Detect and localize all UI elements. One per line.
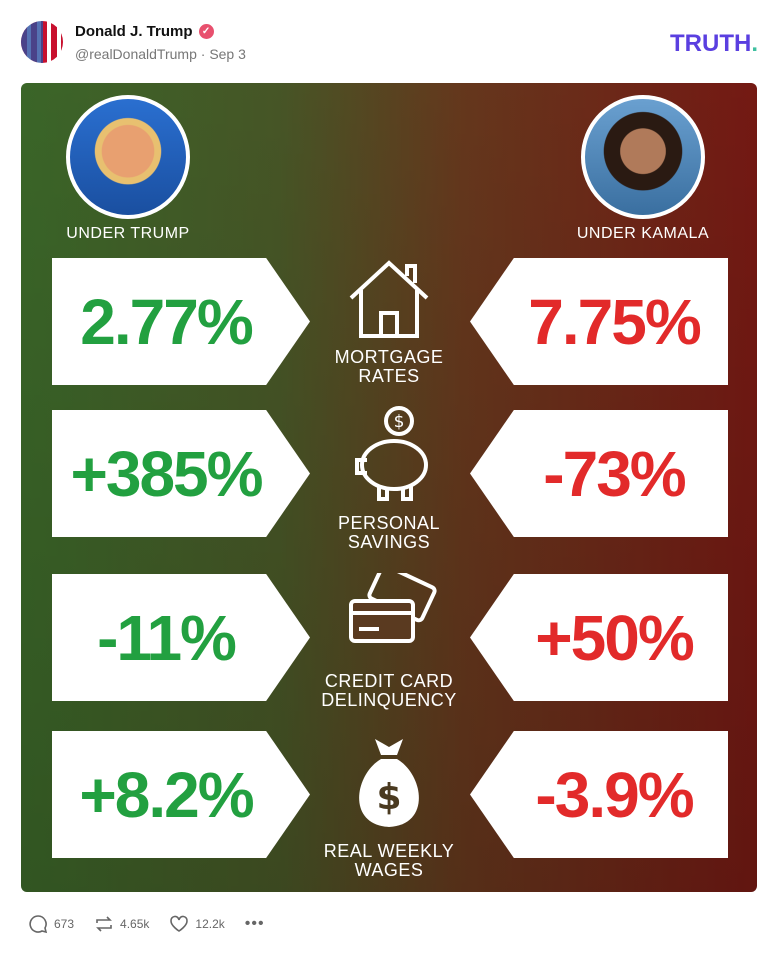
author-name[interactable]: Donald J. Trump ✓ xyxy=(75,23,214,40)
author-avatar[interactable] xyxy=(21,21,63,63)
label-line: PERSONAL xyxy=(337,513,441,533)
retruth-button[interactable]: 4.65k xyxy=(94,914,149,934)
house-icon xyxy=(349,260,429,338)
reply-count: 673 xyxy=(54,917,75,931)
like-count: 12.2k xyxy=(195,917,225,931)
savings-label: PERSONAL SAVINGS xyxy=(289,514,489,552)
more-options-button[interactable]: ••• xyxy=(245,915,265,933)
piggy-bank-icon: $ xyxy=(355,406,428,501)
reply-button[interactable]: 673 xyxy=(28,914,74,934)
trump-savings-value: +385% xyxy=(52,410,310,537)
kamala-credit-value: +50% xyxy=(470,574,728,701)
label-line: MORTGAGE xyxy=(334,347,444,367)
left-heading: UNDER TRUMP xyxy=(66,225,190,242)
kamala-savings-value: -73% xyxy=(470,410,728,537)
credit-cards-icon xyxy=(349,573,437,643)
wages-label: REAL WEEKLY WAGES xyxy=(289,842,489,880)
retruth-count: 4.65k xyxy=(120,917,150,931)
heart-icon xyxy=(170,915,189,932)
money-bag-icon: $ xyxy=(359,739,419,827)
retruth-icon xyxy=(96,916,112,932)
post-actions: 673 4.65k 12.2k ••• xyxy=(28,914,277,934)
more-icon: ••• xyxy=(244,915,265,932)
logo-dot: . xyxy=(751,30,758,57)
trump-mortgage-value: 2.77% xyxy=(52,258,310,385)
label-line: CREDIT CARD xyxy=(324,671,454,691)
author-name-text[interactable]: Donald J. Trump xyxy=(75,23,193,40)
logo-text: TRUTH xyxy=(670,30,752,57)
trump-portrait xyxy=(66,95,190,219)
label-line: DELINQUENCY xyxy=(321,690,457,710)
label-line: RATES xyxy=(358,366,420,386)
truth-logo[interactable]: TRUTH. xyxy=(670,30,758,58)
kamala-wages-value: -3.9% xyxy=(470,731,728,858)
post-image[interactable]: UNDER TRUMP UNDER KAMALA 2.77% 7.75% MOR… xyxy=(21,83,757,892)
trump-credit-value: -11% xyxy=(52,574,310,701)
author-handle[interactable]: @realDonaldTrump xyxy=(75,46,197,62)
kamala-mortgage-value: 7.75% xyxy=(470,258,728,385)
mortgage-label: MORTGAGE RATES xyxy=(289,348,489,386)
verified-badge-icon: ✓ xyxy=(198,24,214,39)
trump-wages-value: +8.2% xyxy=(52,731,310,858)
svg-text:$: $ xyxy=(376,777,401,818)
kamala-portrait xyxy=(581,95,705,219)
label-line: SAVINGS xyxy=(347,532,431,552)
label-line: REAL WEEKLY xyxy=(323,841,455,861)
svg-text:$: $ xyxy=(394,412,405,432)
reply-icon xyxy=(29,915,48,934)
like-button[interactable]: 12.2k xyxy=(169,914,225,934)
post-meta: @realDonaldTrump · Sep 3 xyxy=(75,46,246,62)
right-heading: UNDER KAMALA xyxy=(576,225,710,242)
label-line: WAGES xyxy=(354,860,424,880)
credit-label: CREDIT CARD DELINQUENCY xyxy=(289,672,489,710)
post-date[interactable]: Sep 3 xyxy=(209,46,246,62)
